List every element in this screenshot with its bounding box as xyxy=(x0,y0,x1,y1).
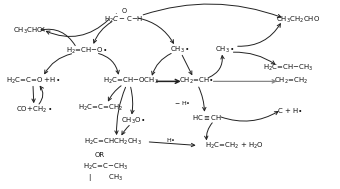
Text: CH$_3$O$\bullet$: CH$_3$O$\bullet$ xyxy=(121,116,145,126)
Text: H$\bullet$: H$\bullet$ xyxy=(166,136,175,144)
Text: H$_2$=CH$-$O$\bullet$: H$_2$=CH$-$O$\bullet$ xyxy=(66,45,107,56)
Text: OR: OR xyxy=(95,153,105,158)
Text: $-$ H$\bullet$: $-$ H$\bullet$ xyxy=(174,99,191,107)
Text: O: O xyxy=(121,8,126,14)
Text: H$_2$C=C$-$CH$_3$: H$_2$C=C$-$CH$_3$ xyxy=(83,162,128,172)
Text: CH$_2$=CH$\bullet$: CH$_2$=CH$\bullet$ xyxy=(179,76,214,86)
Text: H$_2$C=C=CH$_2$: H$_2$C=C=CH$_2$ xyxy=(78,103,123,113)
Text: H$_2$C=C=O +H$\bullet$: H$_2$C=C=O +H$\bullet$ xyxy=(6,75,60,86)
Text: CH$_2$=CH$_2$: CH$_2$=CH$_2$ xyxy=(274,76,308,86)
Text: CH$_3$CHO: CH$_3$CHO xyxy=(13,26,44,36)
Text: C + H$\bullet$: C + H$\bullet$ xyxy=(277,106,303,115)
Text: H$_2$C=CHCH$_2$CH$_3$: H$_2$C=CHCH$_2$CH$_3$ xyxy=(84,136,142,146)
Text: CH$_3\bullet$: CH$_3\bullet$ xyxy=(170,44,190,55)
Text: H$_2$C=CH$-$OCH$_3$: H$_2$C=CH$-$OCH$_3$ xyxy=(103,76,158,86)
Text: H$_2$C=CH$-$CH$_3$: H$_2$C=CH$-$CH$_3$ xyxy=(263,63,313,73)
Text: HC$\equiv$CH: HC$\equiv$CH xyxy=(192,113,222,122)
Text: |        CH$_3$: | CH$_3$ xyxy=(88,172,123,183)
Text: CH$_3\bullet$: CH$_3\bullet$ xyxy=(215,44,235,55)
Text: CO+CH$_2\bullet$: CO+CH$_2\bullet$ xyxy=(16,104,52,115)
Text: CH$_3$CH$_2$CHO: CH$_3$CH$_2$CHO xyxy=(276,14,320,25)
Text: H$_2\dot{C}-$C$-$H: H$_2\dot{C}-$C$-$H xyxy=(104,12,144,25)
Text: H$_2$C=CH$_2$ + H$_2$O: H$_2$C=CH$_2$ + H$_2$O xyxy=(205,141,265,151)
